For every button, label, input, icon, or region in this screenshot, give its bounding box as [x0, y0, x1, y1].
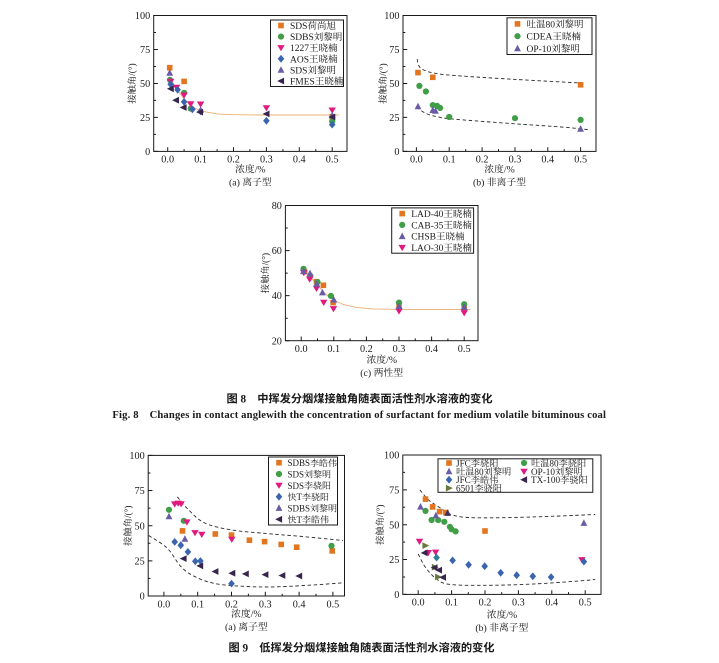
svg-text:0.5: 0.5: [574, 155, 587, 166]
svg-text:SDS: SDS: [290, 22, 307, 32]
svg-text:80: 80: [546, 20, 556, 30]
svg-text:100: 100: [129, 451, 144, 462]
svg-text:100: 100: [384, 11, 399, 22]
svg-text:0: 0: [145, 147, 150, 158]
svg-text:25: 25: [389, 555, 399, 566]
svg-text:JFC: JFC: [456, 475, 471, 485]
svg-text:0.0: 0.0: [158, 599, 171, 610]
svg-text:SDS: SDS: [290, 66, 307, 76]
svg-text:SDS: SDS: [288, 470, 305, 480]
svg-text:80: 80: [549, 458, 559, 468]
svg-text:CDEA: CDEA: [527, 33, 553, 43]
svg-text:25: 25: [389, 113, 399, 124]
svg-text:0.2: 0.2: [479, 598, 492, 609]
svg-text:25: 25: [135, 557, 145, 568]
svg-text:6501: 6501: [456, 484, 475, 494]
svg-text:/%: /%: [506, 610, 517, 621]
svg-text:20: 20: [272, 336, 282, 347]
svg-text:50: 50: [389, 520, 399, 531]
svg-text:SDBS: SDBS: [288, 504, 311, 514]
svg-text:/%: /%: [251, 609, 262, 620]
svg-text:100: 100: [384, 451, 399, 462]
svg-text:0: 0: [394, 147, 399, 158]
svg-text:8: 8: [241, 394, 247, 406]
svg-text:80: 80: [272, 201, 282, 212]
svg-text:SDBS: SDBS: [290, 33, 314, 43]
svg-text:/(°): /(°): [375, 505, 386, 518]
svg-text:OP-10: OP-10: [527, 45, 552, 55]
svg-text:/%: /%: [386, 355, 397, 366]
svg-text:SDS: SDS: [288, 481, 305, 491]
svg-text:100: 100: [135, 11, 150, 22]
svg-text:0.3: 0.3: [393, 344, 406, 355]
svg-text:TX-100: TX-100: [531, 475, 560, 485]
svg-text:/(°): /(°): [378, 63, 389, 76]
svg-text:9: 9: [243, 643, 249, 655]
svg-text:0.1: 0.1: [191, 599, 204, 610]
svg-text:75: 75: [389, 486, 399, 497]
svg-text:0.5: 0.5: [326, 155, 339, 166]
svg-text:0.4: 0.4: [545, 598, 558, 609]
svg-text:0.4: 0.4: [541, 155, 554, 166]
svg-text:(b): (b): [475, 623, 486, 634]
svg-text:/%: /%: [255, 164, 266, 175]
svg-text:/(°): /(°): [260, 253, 271, 265]
svg-text:75: 75: [140, 45, 150, 56]
svg-text:(c): (c): [360, 368, 371, 379]
svg-text:80: 80: [474, 467, 484, 477]
svg-text:75: 75: [389, 45, 399, 56]
svg-text:50: 50: [389, 79, 399, 90]
svg-text:LAO-30: LAO-30: [411, 244, 443, 254]
svg-text:(b): (b): [473, 177, 484, 188]
svg-text:0.0: 0.0: [412, 598, 425, 609]
svg-text:0.1: 0.1: [327, 344, 340, 355]
svg-text:0.1: 0.1: [194, 155, 207, 166]
svg-text:0.4: 0.4: [293, 599, 306, 610]
svg-text:0.2: 0.2: [225, 599, 238, 610]
svg-text:OP-10: OP-10: [531, 467, 555, 477]
svg-text:0.5: 0.5: [327, 599, 340, 610]
svg-text:0: 0: [140, 592, 145, 603]
svg-text:(a): (a): [229, 177, 240, 188]
svg-text:/%: /%: [504, 164, 515, 175]
svg-text:0.1: 0.1: [445, 598, 458, 609]
svg-text:SDBS: SDBS: [288, 458, 311, 468]
svg-text:40: 40: [272, 291, 282, 302]
svg-text:50: 50: [135, 521, 145, 532]
svg-text:0.3: 0.3: [260, 155, 273, 166]
svg-text:0.5: 0.5: [458, 344, 471, 355]
svg-text:0.4: 0.4: [293, 155, 306, 166]
svg-text:0.3: 0.3: [509, 155, 522, 166]
svg-text:CHSB: CHSB: [411, 233, 436, 243]
svg-text:LAD-40: LAD-40: [411, 210, 443, 220]
svg-text:0.3: 0.3: [512, 598, 525, 609]
svg-text:25: 25: [140, 113, 150, 124]
svg-text:AOS: AOS: [290, 55, 309, 65]
svg-text:/(°): /(°): [127, 63, 138, 76]
svg-text:Fig. 8 Changes in contact ang: Fig. 8 Changes in contact anglewith the …: [112, 410, 606, 421]
svg-text:0.0: 0.0: [410, 155, 423, 166]
svg-text:T: T: [297, 492, 303, 502]
svg-text:0.2: 0.2: [360, 344, 373, 355]
svg-text:FMES: FMES: [290, 78, 315, 88]
svg-text:0.2: 0.2: [476, 155, 489, 166]
svg-text:0.3: 0.3: [259, 599, 272, 610]
svg-text:CAB-35: CAB-35: [411, 221, 443, 231]
svg-text:0: 0: [394, 590, 399, 601]
svg-text:50: 50: [140, 79, 150, 90]
svg-text:0.4: 0.4: [425, 344, 438, 355]
svg-text:0.0: 0.0: [161, 155, 174, 166]
svg-text:/(°): /(°): [123, 506, 134, 519]
svg-text:75: 75: [135, 486, 145, 497]
svg-text:0.2: 0.2: [227, 155, 240, 166]
svg-text:T: T: [297, 515, 303, 525]
svg-text:(a): (a): [225, 622, 236, 633]
svg-text:1227: 1227: [290, 44, 309, 54]
svg-text:0.5: 0.5: [579, 598, 592, 609]
svg-text:0.1: 0.1: [443, 155, 456, 166]
svg-text:60: 60: [272, 246, 282, 257]
svg-text:JFC: JFC: [456, 458, 471, 468]
svg-text:0.0: 0.0: [295, 344, 308, 355]
